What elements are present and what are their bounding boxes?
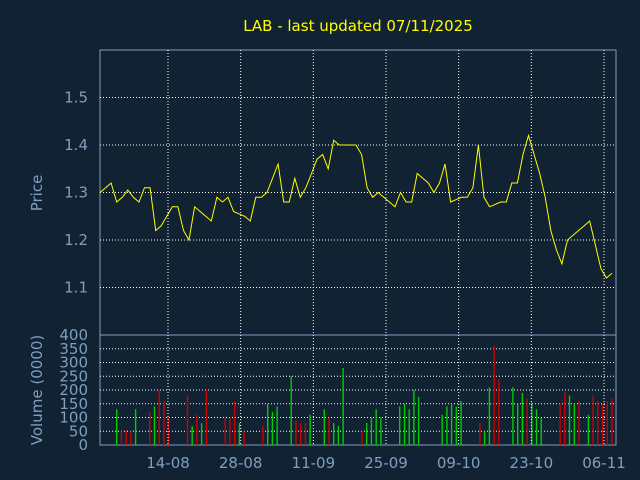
- x-tick: 28-08: [219, 454, 263, 472]
- volume-y-tick: 250: [59, 367, 88, 385]
- volume-bars: [115, 346, 613, 445]
- x-tick: 25-09: [364, 454, 408, 472]
- price-y-tick: 1.5: [64, 89, 88, 107]
- x-grid: [167, 50, 605, 445]
- price-y-tick: 1.1: [64, 279, 88, 297]
- volume-y-tick: 400: [59, 326, 88, 344]
- volume-y-tick: 0: [78, 436, 88, 454]
- x-tick: 11-09: [292, 454, 336, 472]
- price-grid: [100, 97, 616, 288]
- price-series-line: [99, 133, 613, 279]
- price-axis-label: Price: [28, 175, 46, 212]
- volume-y-tick: 200: [59, 381, 88, 399]
- volume-y-tick: 350: [59, 340, 88, 358]
- x-tick: 14-08: [146, 454, 190, 472]
- price-panel: 1.1 1.2 1.3 1.4 1.5 Price: [28, 49, 617, 336]
- chart-title: LAB - last updated 07/11/2025: [243, 17, 473, 35]
- volume-y-tick: 50: [69, 422, 88, 440]
- volume-grid: [100, 348, 616, 432]
- x-tick: 09-10: [437, 454, 481, 472]
- volume-y-tick: 300: [59, 354, 88, 372]
- volume-axis-label: Volume (0000): [28, 335, 46, 445]
- price-y-tick: 1.3: [64, 184, 88, 202]
- price-y-tick-labels: 1.1 1.2 1.3 1.4 1.5: [64, 89, 88, 297]
- volume-y-tick: 100: [59, 409, 88, 427]
- price-y-tick: 1.2: [64, 231, 88, 249]
- price-y-tick: 1.4: [64, 136, 88, 154]
- x-tick-labels: 14-08 28-08 11-09 25-09 09-10 23-10 06-11: [146, 454, 626, 472]
- volume-y-tick: 150: [59, 395, 88, 413]
- x-tick: 06-11: [582, 454, 626, 472]
- x-tick: 23-10: [510, 454, 554, 472]
